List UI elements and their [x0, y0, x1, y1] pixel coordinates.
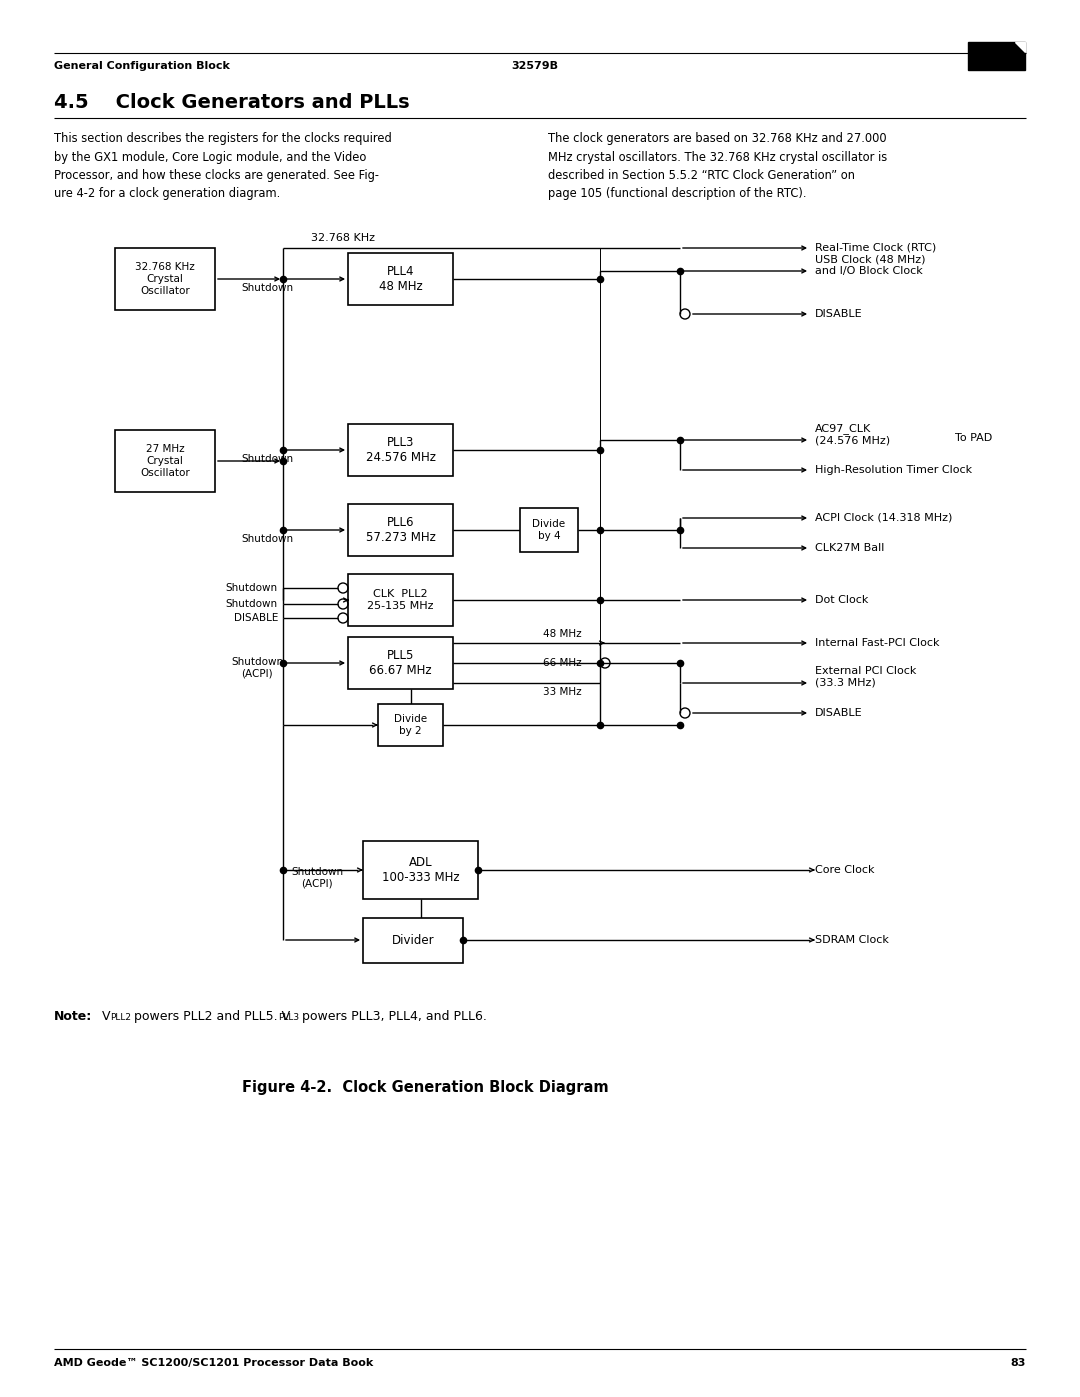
Text: AMD Geode™ SC1200/SC1201 Processor Data Book: AMD Geode™ SC1200/SC1201 Processor Data …: [54, 1358, 374, 1368]
Text: ADL
100-333 MHz: ADL 100-333 MHz: [381, 856, 459, 884]
Text: Shutdown: Shutdown: [226, 583, 278, 592]
Text: 33 MHz: 33 MHz: [543, 687, 582, 697]
Text: Divide
by 2: Divide by 2: [394, 714, 427, 736]
Bar: [348, 637, 453, 689]
Bar: [363, 918, 463, 963]
Text: powers PLL2 and PLL5. V: powers PLL2 and PLL5. V: [130, 1010, 291, 1023]
Text: PLL4
48 MHz: PLL4 48 MHz: [379, 265, 422, 293]
Text: External PCI Clock
(33.3 MHz): External PCI Clock (33.3 MHz): [815, 666, 916, 687]
Text: 32579B: 32579B: [512, 61, 558, 71]
Bar: [348, 574, 453, 626]
Bar: [114, 249, 215, 310]
Bar: [348, 504, 453, 556]
Text: CLK  PLL2
25-135 MHz: CLK PLL2 25-135 MHz: [367, 590, 434, 610]
Text: Real-Time Clock (RTC): Real-Time Clock (RTC): [815, 243, 936, 253]
Text: powers PLL3, PLL4, and PLL6.: powers PLL3, PLL4, and PLL6.: [298, 1010, 487, 1023]
Text: PLL3: PLL3: [278, 1013, 299, 1023]
Text: Note:: Note:: [54, 1010, 92, 1023]
Text: 32.768 KHz: 32.768 KHz: [311, 233, 375, 243]
Text: DISABLE: DISABLE: [233, 613, 278, 623]
Text: DISABLE: DISABLE: [815, 708, 863, 718]
Text: USB Clock (48 MHz)
and I/O Block Clock: USB Clock (48 MHz) and I/O Block Clock: [815, 254, 926, 275]
Text: PLL6
57.273 MHz: PLL6 57.273 MHz: [365, 515, 435, 543]
Bar: [348, 425, 453, 476]
Text: The clock generators are based on 32.768 KHz and 27.000
MHz crystal oscillators.: The clock generators are based on 32.768…: [548, 131, 888, 201]
Text: DISABLE: DISABLE: [815, 309, 863, 319]
Bar: [114, 430, 215, 492]
Text: High-Resolution Timer Clock: High-Resolution Timer Clock: [815, 465, 972, 475]
Text: Shutdown
(ACPI): Shutdown (ACPI): [231, 657, 283, 679]
Text: 32.768 KHz
Crystal
Oscillator: 32.768 KHz Crystal Oscillator: [135, 263, 194, 296]
Text: Divider: Divider: [392, 933, 434, 947]
Bar: [378, 704, 443, 746]
Text: 83: 83: [1011, 1358, 1026, 1368]
Text: PLL2: PLL2: [110, 1013, 131, 1023]
Text: Shutdown: Shutdown: [241, 454, 293, 464]
Text: PLL5
66.67 MHz: PLL5 66.67 MHz: [369, 650, 432, 678]
Text: Shutdown: Shutdown: [226, 599, 278, 609]
Text: Shutdown
(ACPI): Shutdown (ACPI): [291, 868, 343, 888]
Text: General Configuration Block: General Configuration Block: [54, 61, 230, 71]
Text: Figure 4-2.  Clock Generation Block Diagram: Figure 4-2. Clock Generation Block Diagr…: [242, 1080, 608, 1095]
Text: PLL3
24.576 MHz: PLL3 24.576 MHz: [365, 436, 435, 464]
Text: SDRAM Clock: SDRAM Clock: [815, 935, 889, 944]
Text: 48 MHz: 48 MHz: [543, 629, 582, 638]
Text: This section describes the registers for the clocks required
by the GX1 module, : This section describes the registers for…: [54, 131, 392, 201]
Bar: [363, 841, 478, 900]
Polygon shape: [1015, 42, 1025, 52]
Text: V: V: [102, 1010, 110, 1023]
Text: AC97_CLK
(24.576 MHz): AC97_CLK (24.576 MHz): [815, 423, 890, 446]
Text: ACPI Clock (14.318 MHz): ACPI Clock (14.318 MHz): [815, 513, 953, 522]
Bar: [968, 42, 1025, 70]
Text: 66 MHz: 66 MHz: [543, 658, 582, 668]
Text: Shutdown: Shutdown: [241, 284, 293, 293]
Text: Internal Fast-PCI Clock: Internal Fast-PCI Clock: [815, 638, 940, 648]
Text: Shutdown: Shutdown: [241, 534, 293, 543]
Text: 27 MHz
Crystal
Oscillator: 27 MHz Crystal Oscillator: [140, 444, 190, 478]
Text: Dot Clock: Dot Clock: [815, 595, 868, 605]
Text: 4.5    Clock Generators and PLLs: 4.5 Clock Generators and PLLs: [54, 94, 409, 113]
Text: Divide
by 4: Divide by 4: [532, 520, 566, 541]
Text: To PAD: To PAD: [955, 433, 993, 443]
Text: CLK27M Ball: CLK27M Ball: [815, 543, 885, 553]
Text: Core Clock: Core Clock: [815, 865, 875, 875]
Bar: [348, 253, 453, 305]
Text: AMD: AMD: [970, 47, 1017, 66]
Bar: [519, 509, 578, 552]
